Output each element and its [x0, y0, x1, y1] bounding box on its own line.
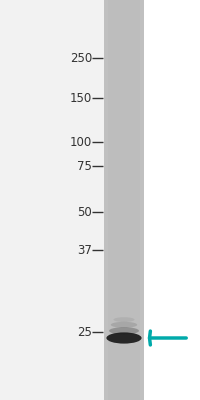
Bar: [104, 0, 144, 400]
Text: 100: 100: [70, 136, 92, 148]
Text: 75: 75: [77, 160, 92, 172]
Text: 250: 250: [70, 52, 92, 64]
Ellipse shape: [111, 322, 137, 328]
Text: 37: 37: [77, 244, 92, 256]
Ellipse shape: [106, 332, 142, 344]
Bar: [0, 0, 104, 400]
Ellipse shape: [113, 317, 135, 322]
Ellipse shape: [109, 327, 139, 334]
Bar: [108, 0, 140, 400]
Text: 25: 25: [77, 326, 92, 338]
Text: 50: 50: [77, 206, 92, 218]
Text: 150: 150: [70, 92, 92, 104]
